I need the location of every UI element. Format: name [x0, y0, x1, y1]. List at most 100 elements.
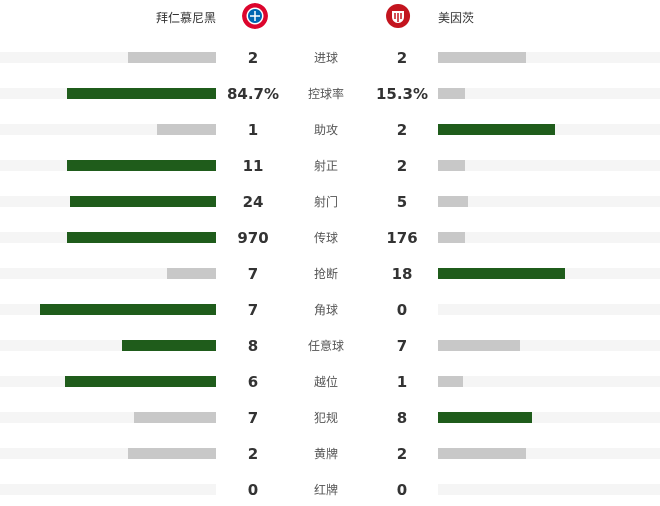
away-bar-track — [438, 232, 660, 243]
away-value: 1 — [396, 373, 408, 391]
home-bar-track — [0, 340, 216, 351]
away-bar-track — [438, 340, 660, 351]
home-bar-track — [0, 124, 216, 135]
away-bar-fill — [438, 160, 466, 171]
away-bar-fill — [438, 412, 532, 423]
home-bar-track — [0, 484, 216, 495]
home-value: 8 — [247, 337, 259, 355]
away-bar-fill — [438, 52, 526, 63]
home-bar-track — [0, 412, 216, 423]
home-value: 11 — [242, 157, 264, 175]
away-value: 0 — [396, 481, 408, 499]
home-bar-fill — [70, 196, 216, 207]
away-bar-track — [438, 448, 660, 459]
stat-label: 控球率 — [307, 87, 344, 101]
stat-row: 2 进球 2 — [0, 48, 660, 68]
stat-label: 黄牌 — [313, 447, 338, 461]
stat-row: 7 角球 0 — [0, 300, 660, 320]
stat-row: 84.7% 控球率 15.3% — [0, 84, 660, 104]
stat-row: 970 传球 176 — [0, 228, 660, 248]
home-value: 6 — [247, 373, 259, 391]
stat-row: 11 射正 2 — [0, 156, 660, 176]
home-value: 2 — [247, 49, 259, 67]
stat-label: 射门 — [313, 195, 338, 209]
home-bar-fill — [157, 124, 216, 135]
away-bar-track — [438, 52, 660, 63]
stat-label: 进球 — [313, 51, 338, 65]
away-value: 176 — [386, 229, 418, 247]
away-bar-fill — [438, 448, 526, 459]
away-bar-fill — [438, 88, 465, 99]
home-bar-track — [0, 52, 216, 63]
stat-row: 7 抢断 18 — [0, 264, 660, 284]
home-team-name: 拜仁慕尼黑 — [155, 11, 216, 25]
away-value: 2 — [396, 157, 408, 175]
home-bar-track — [0, 232, 216, 243]
home-bar-fill — [40, 304, 216, 315]
stat-label: 红牌 — [313, 483, 338, 497]
home-bar-track — [0, 304, 216, 315]
home-bar-track — [0, 448, 216, 459]
stat-label: 角球 — [313, 303, 338, 317]
away-bar-fill — [438, 376, 464, 387]
away-team-name: 美因茨 — [438, 11, 475, 25]
away-bar-fill — [438, 340, 521, 351]
home-bar-fill — [67, 232, 216, 243]
away-bar-track — [438, 376, 660, 387]
stat-row: 1 助攻 2 — [0, 120, 660, 140]
away-bar-fill — [438, 232, 466, 243]
home-value: 7 — [247, 265, 259, 283]
home-bar-fill — [128, 448, 216, 459]
stat-row: 0 红牌 0 — [0, 480, 660, 500]
away-bar-fill — [438, 124, 556, 135]
stat-label: 越位 — [313, 375, 338, 389]
stat-label: 射正 — [313, 159, 338, 173]
stat-label: 助攻 — [313, 123, 338, 137]
home-bar-track — [0, 376, 216, 387]
home-bar-fill — [122, 340, 216, 351]
away-value: 2 — [396, 49, 408, 67]
away-value: 0 — [396, 301, 408, 319]
away-bar-track — [438, 484, 660, 495]
stat-label: 传球 — [313, 231, 338, 245]
away-bar-track — [438, 196, 660, 207]
home-value: 84.7% — [226, 85, 280, 103]
away-value: 5 — [396, 193, 408, 211]
away-bar-fill — [438, 196, 469, 207]
home-bar-fill — [67, 160, 216, 171]
away-value: 8 — [396, 409, 408, 427]
away-bar-track — [438, 88, 660, 99]
home-value: 7 — [247, 301, 259, 319]
away-bar-track — [438, 304, 660, 315]
away-value: 15.3% — [375, 85, 429, 103]
home-bar-track — [0, 88, 216, 99]
home-value: 7 — [247, 409, 259, 427]
mainz-crest-icon — [386, 4, 411, 28]
home-bar-fill — [128, 52, 216, 63]
stat-label: 犯规 — [313, 411, 338, 425]
home-value: 2 — [247, 445, 259, 463]
home-value: 24 — [242, 193, 264, 211]
home-value: 0 — [247, 481, 259, 499]
stat-label: 抢断 — [313, 267, 338, 281]
away-value: 2 — [396, 121, 408, 139]
stat-label: 任意球 — [307, 339, 344, 353]
home-value: 1 — [247, 121, 259, 139]
away-value: 7 — [396, 337, 408, 355]
home-bar-track — [0, 160, 216, 171]
home-bar-track — [0, 196, 216, 207]
home-bar-fill — [65, 376, 216, 387]
stat-row: 2 黄牌 2 — [0, 444, 660, 464]
away-bar-track — [438, 268, 660, 279]
away-bar-track — [438, 412, 660, 423]
away-bar-track — [438, 124, 660, 135]
away-value: 2 — [396, 445, 408, 463]
home-bar-fill — [66, 88, 216, 99]
away-value: 18 — [391, 265, 413, 283]
stat-row: 7 犯规 8 — [0, 408, 660, 428]
stat-row: 6 越位 1 — [0, 372, 660, 392]
match-header: 拜仁慕尼黑 美因茨 — [0, 0, 660, 36]
home-bar-track — [0, 268, 216, 279]
home-bar-fill — [133, 412, 216, 423]
stat-row: 24 射门 5 — [0, 192, 660, 212]
